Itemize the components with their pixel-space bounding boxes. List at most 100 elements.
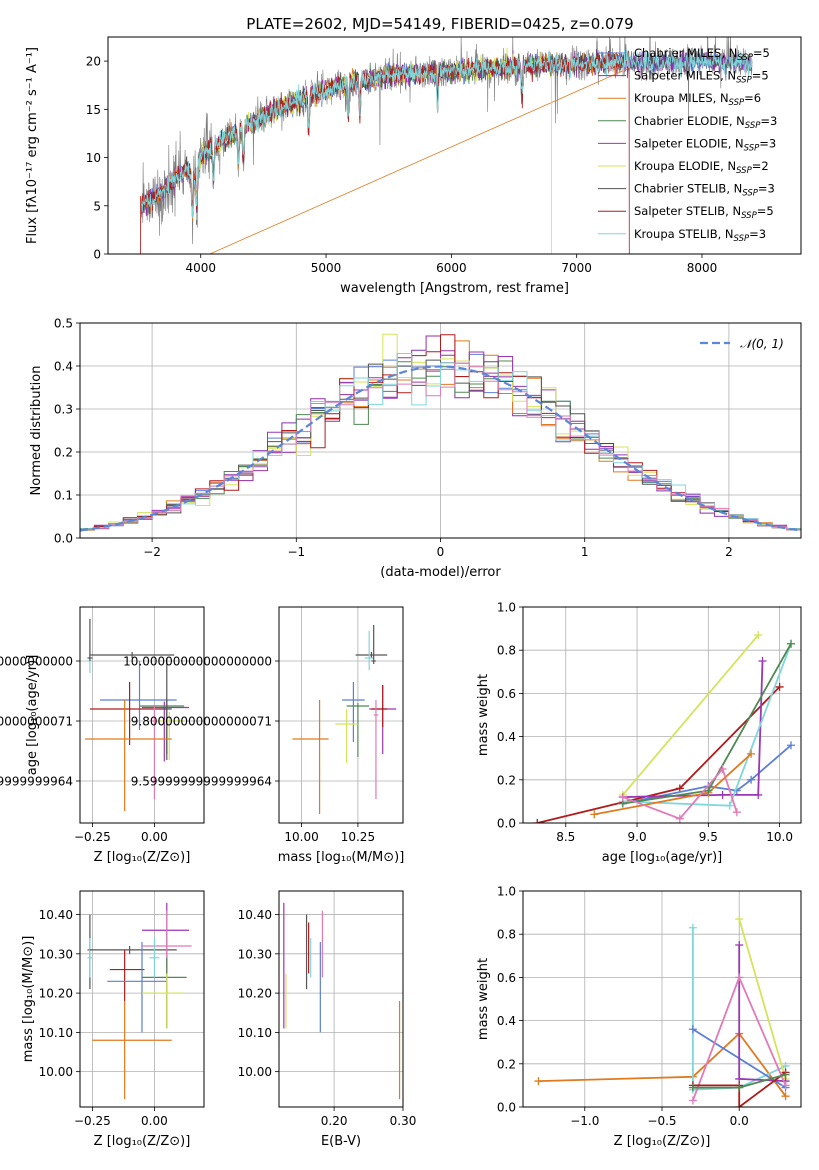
x-tick-label: 0.20 bbox=[321, 1114, 348, 1128]
axes-frame bbox=[278, 606, 404, 824]
legend-name: Chabrier MILES, N bbox=[634, 46, 737, 60]
weight-line-salpeter-stelib bbox=[692, 1071, 787, 1107]
y-tick-label: 0 bbox=[93, 248, 101, 262]
weight-marker bbox=[718, 790, 727, 799]
x-tick-label: 10.00 bbox=[284, 830, 318, 844]
weight-marker bbox=[735, 1083, 744, 1092]
legend: Chabrier MILES, NSSP=5 Salpeter MILES, N S… bbox=[598, 46, 777, 244]
y-tick-label: 0.6 bbox=[497, 971, 516, 985]
y-tick-label: 9.80000000000000071 bbox=[131, 715, 272, 729]
data-point bbox=[89, 945, 177, 954]
data-point bbox=[142, 973, 185, 1029]
axes-frame bbox=[522, 890, 802, 1108]
legend-entry: 𝒩(0, 1) bbox=[740, 337, 784, 351]
data-point bbox=[342, 682, 365, 742]
mass-weight-vs-age-panel: 8.5 9.0 9.5 10.0 0.0 0.2 0.4 0.6 0.8 1.0 age [log₁… bbox=[476, 601, 802, 865]
legend-nssp: =6 bbox=[744, 91, 761, 105]
weight-line-kroupa-stelib bbox=[692, 927, 786, 1091]
x-tick-label: 1 bbox=[581, 545, 589, 559]
y-axis-label: mass [log₁₀(M/M⊙)] bbox=[21, 936, 36, 1063]
y-tick-label: 0.5 bbox=[54, 317, 73, 331]
plot-area bbox=[292, 625, 397, 814]
axes: −0.25 0.00 9.59999999999999964 9.8000000000… bbox=[0, 606, 205, 865]
x-tick-label: 10.0 bbox=[766, 830, 793, 844]
x-tick-label: 9.5 bbox=[699, 830, 718, 844]
data-point bbox=[373, 700, 379, 799]
axes: 10.00 10.25 9.59999999999999964 9.800000000… bbox=[123, 606, 404, 865]
page-title: PLATE=2602, MJD=54149, FIBERID=0425, z=0… bbox=[246, 15, 633, 33]
data-point bbox=[89, 652, 175, 658]
weight-marker bbox=[775, 682, 784, 691]
data-point bbox=[109, 949, 145, 1001]
legend-nssp: =5 bbox=[752, 69, 769, 83]
spectrum-panel: Chabrier MILES, NSSP=5 Salpeter MILES, N S… bbox=[25, 36, 802, 296]
weight-marker bbox=[735, 915, 744, 924]
y-tick-label: 10.30 bbox=[39, 947, 73, 961]
y-tick-label: 0.2 bbox=[497, 773, 516, 787]
y-tick-label: 10.30 bbox=[238, 947, 272, 961]
axes: 0.20 0.30 10.00 10.10 10.20 10.30 10.40 E(B-V) bbox=[238, 890, 416, 1149]
x-tick-label: 4000 bbox=[185, 261, 216, 275]
weight-line-pink bbox=[622, 767, 738, 820]
axes-frame bbox=[278, 890, 404, 1108]
data-point bbox=[84, 700, 172, 811]
weight-marker bbox=[735, 1103, 744, 1107]
data-point bbox=[142, 701, 190, 762]
weight-marker bbox=[533, 819, 542, 823]
plot-area bbox=[80, 333, 801, 532]
y-tick-label: 10.10 bbox=[238, 1026, 272, 1040]
legend-entry: Chabrier MILES, NSSP=5 bbox=[634, 46, 770, 63]
plot-area bbox=[534, 915, 790, 1107]
weight-marker bbox=[787, 741, 796, 750]
axes-frame bbox=[107, 36, 802, 255]
plot-area bbox=[533, 631, 796, 823]
y-tick-label: 1.0 bbox=[497, 601, 516, 615]
legend-name: Salpeter ELODIE, N bbox=[634, 136, 744, 150]
legend-name: Kroupa ELODIE, N bbox=[634, 159, 736, 173]
data-point bbox=[87, 938, 93, 978]
residuals-panel: 𝒩(0, 1) −2 −1 0 1 2 0.0 0.1 0.2 0.3 0.4 0.5 (data-mo… bbox=[29, 317, 802, 580]
weight-line-kroupa-elodie bbox=[622, 634, 759, 796]
y-tick-label: 0.0 bbox=[497, 817, 516, 831]
x-tick-label: 8.5 bbox=[556, 830, 575, 844]
weight-marker bbox=[732, 808, 741, 817]
y-tick-label: 15 bbox=[86, 103, 101, 117]
x-axis-label: E(B-V) bbox=[321, 1134, 361, 1149]
gridlines bbox=[279, 607, 403, 823]
weight-marker bbox=[688, 1096, 697, 1105]
y-tick-label: 0.4 bbox=[54, 360, 73, 374]
x-tick-label: 6000 bbox=[436, 261, 467, 275]
legend-nssp: =3 bbox=[760, 114, 777, 128]
weight-marker bbox=[675, 814, 684, 823]
data-point bbox=[92, 1000, 172, 1100]
data-point bbox=[371, 625, 376, 664]
data-point bbox=[364, 631, 374, 670]
legend: 𝒩(0, 1) bbox=[700, 337, 784, 351]
y-tick-label: 0.6 bbox=[497, 687, 516, 701]
x-tick-label: −0.25 bbox=[74, 1114, 111, 1128]
x-tick-label: 10.25 bbox=[341, 830, 375, 844]
weight-marker bbox=[735, 973, 744, 982]
y-tick-label: 9.59999999999999964 bbox=[0, 775, 73, 789]
data-point bbox=[154, 712, 185, 760]
y-tick-label: 10 bbox=[86, 151, 101, 165]
legend-name: Salpeter MILES, N bbox=[634, 69, 736, 83]
x-tick-label: 0.00 bbox=[141, 1114, 168, 1128]
legend-nssp: =3 bbox=[758, 182, 775, 196]
x-tick-label: −1 bbox=[287, 545, 305, 559]
data-point bbox=[346, 703, 370, 757]
gridlines bbox=[523, 606, 801, 824]
data-point bbox=[107, 942, 167, 1033]
y-tick-label: 0.1 bbox=[54, 489, 73, 503]
weight-marker bbox=[781, 1081, 790, 1090]
x-tick-label: 7000 bbox=[561, 261, 592, 275]
y-tick-label: 0.2 bbox=[54, 446, 73, 460]
weight-marker bbox=[688, 923, 697, 932]
mass-vs-metallicity-panel: −0.25 0.00 10.00 10.10 10.20 10.30 10.40 Z [log… bbox=[21, 890, 205, 1149]
legend-entry: Kroupa MILES, NSSP=6 bbox=[634, 91, 761, 108]
y-tick-label: 0.8 bbox=[497, 644, 516, 658]
x-tick-label: 2 bbox=[725, 545, 733, 559]
axes-frame bbox=[522, 606, 802, 824]
weight-marker bbox=[758, 657, 767, 665]
